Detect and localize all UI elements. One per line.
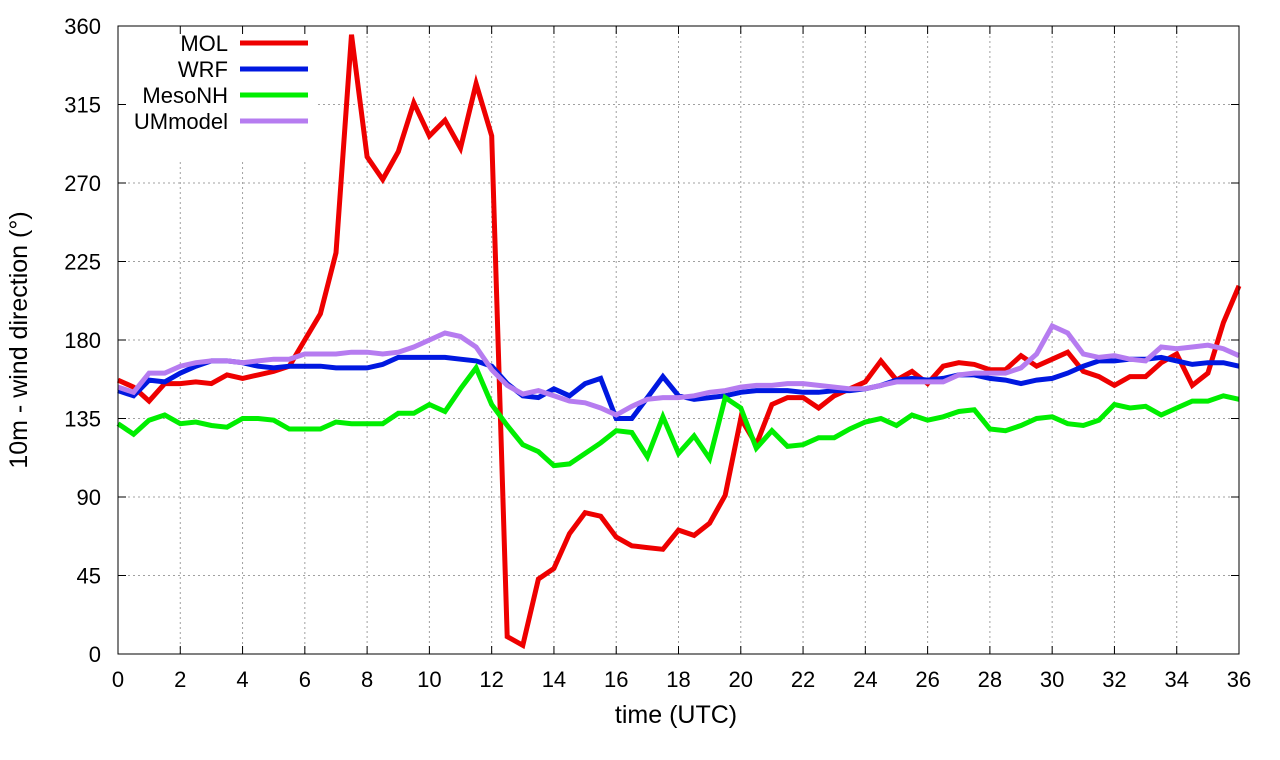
x-tick-label: 18 xyxy=(666,667,690,692)
x-tick-label: 22 xyxy=(791,667,815,692)
series-line-mesonh xyxy=(116,362,1240,469)
x-tick-label: 2 xyxy=(174,667,186,692)
y-tick-label: 270 xyxy=(64,171,101,196)
y-axis-title: 10m - wind direction (°) xyxy=(5,211,33,468)
y-tick-label: 180 xyxy=(64,328,101,353)
series-line-ummodel xyxy=(117,322,1241,418)
y-tick-label: 135 xyxy=(64,407,101,432)
x-tick-label: 34 xyxy=(1164,667,1188,692)
series-layer xyxy=(116,34,1242,650)
x-tick-label: 26 xyxy=(915,667,939,692)
y-tick-label: 225 xyxy=(64,250,101,275)
x-tick-label: 30 xyxy=(1040,667,1064,692)
x-tick-label: 36 xyxy=(1227,667,1251,692)
legend-label-wrf: WRF xyxy=(178,57,228,82)
axis-layer: 0 2 4 6 8 10 12 14 16 18 20 22 24 26 28 30 32 34 360459013… xyxy=(64,14,1251,692)
legend-label-mol: MOL xyxy=(180,31,228,56)
x-tick-label: 8 xyxy=(361,667,373,692)
x-tick-label: 28 xyxy=(978,667,1002,692)
x-tick-label: 24 xyxy=(853,667,877,692)
x-tick-label: 14 xyxy=(542,667,566,692)
y-tick-label: 360 xyxy=(64,14,101,39)
x-tick-label: 20 xyxy=(729,667,753,692)
y-tick-label: 45 xyxy=(77,564,101,589)
legend-label-ummodel: UMmodel xyxy=(134,109,228,134)
x-tick-label: 16 xyxy=(604,667,628,692)
x-axis-title: time (UTC) xyxy=(615,701,737,729)
y-tick-label: 0 xyxy=(89,642,101,667)
series-line-mol xyxy=(116,34,1242,650)
y-tick-label: 90 xyxy=(77,485,101,510)
x-tick-label: 4 xyxy=(236,667,248,692)
x-tick-label: 32 xyxy=(1102,667,1126,692)
legend-label-mesonh: MesoNH xyxy=(142,83,228,108)
x-tick-label: 12 xyxy=(479,667,503,692)
y-tick-label: 315 xyxy=(64,93,101,118)
x-tick-label: 6 xyxy=(299,667,311,692)
x-tick-label: 0 xyxy=(112,667,124,692)
x-tick-label: 10 xyxy=(417,667,441,692)
